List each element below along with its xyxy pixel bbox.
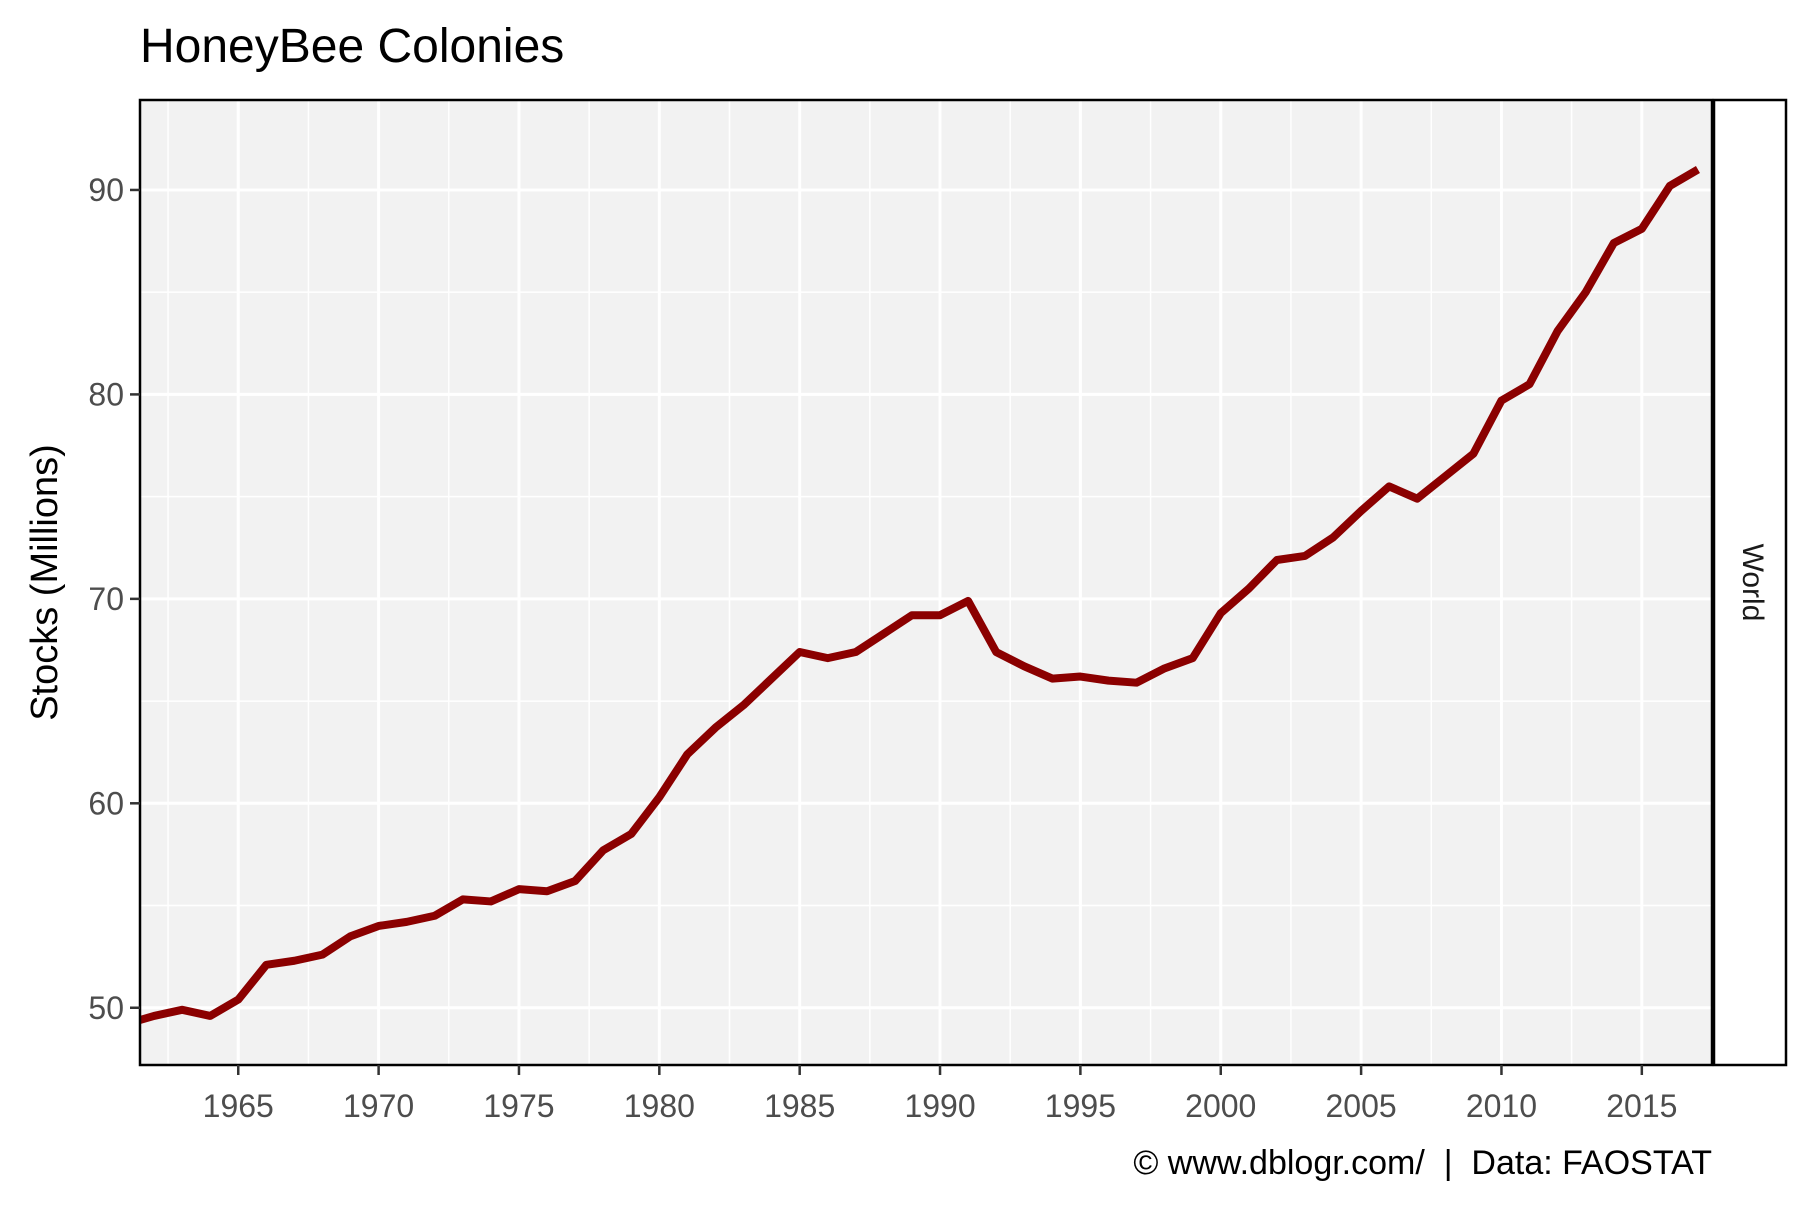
x-tick-label: 1980 bbox=[624, 1088, 695, 1124]
x-tick-label: 1985 bbox=[764, 1088, 835, 1124]
chart-caption: © www.dblogr.com/ | Data: FAOSTAT bbox=[1133, 1144, 1712, 1182]
x-tick-label: 1970 bbox=[343, 1088, 414, 1124]
x-tick-label: 2005 bbox=[1326, 1088, 1397, 1124]
y-axis-label: Stocks (Millions) bbox=[24, 444, 66, 721]
y-tick-label: 60 bbox=[88, 785, 124, 821]
x-tick-label: 1975 bbox=[483, 1088, 554, 1124]
series-line-world bbox=[140, 166, 1700, 1025]
y-tick-label: 70 bbox=[88, 581, 124, 617]
facet-strip-label: World bbox=[1736, 544, 1769, 622]
facet-strip bbox=[1712, 98, 1788, 1067]
x-tick-label: 2010 bbox=[1466, 1088, 1537, 1124]
y-tick-label: 50 bbox=[88, 990, 124, 1026]
minor-gridlines bbox=[140, 100, 1712, 1065]
y-tick-label: 90 bbox=[88, 172, 124, 208]
x-tick-label: 1965 bbox=[203, 1088, 274, 1124]
major-gridlines bbox=[140, 100, 1712, 1065]
x-tick-label: 1990 bbox=[904, 1088, 975, 1124]
x-tick-label: 2000 bbox=[1185, 1088, 1256, 1124]
x-tick-label: 2015 bbox=[1606, 1088, 1677, 1124]
y-tick-label: 80 bbox=[88, 376, 124, 412]
plot-panel bbox=[140, 100, 1712, 1065]
plot-panel-border bbox=[138, 98, 1714, 1067]
x-axis-ticks: 1965 1970 1975 1980 1985 1990 1995 2000 2005 2010… bbox=[203, 1065, 1677, 1124]
y-axis-ticks: 50 60 70 80 90 bbox=[88, 172, 140, 1026]
chart-title: HoneyBee Colonies bbox=[140, 20, 564, 73]
x-tick-label: 1995 bbox=[1045, 1088, 1116, 1124]
